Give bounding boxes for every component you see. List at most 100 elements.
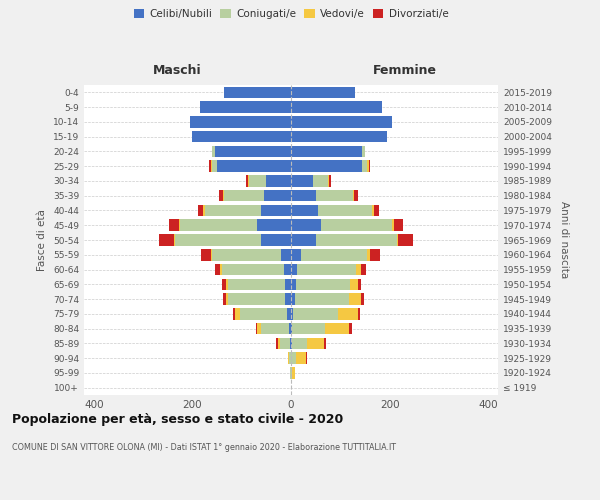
Bar: [220, 264, 222, 276]
Bar: [293, 308, 338, 320]
Bar: [224, 190, 264, 202]
Bar: [297, 264, 356, 276]
Bar: [316, 234, 397, 246]
Bar: [325, 323, 349, 334]
Bar: [397, 234, 398, 246]
Bar: [394, 220, 403, 231]
Bar: [264, 190, 291, 202]
Y-axis label: Fasce di età: Fasce di età: [37, 209, 47, 271]
Bar: [392, 220, 394, 231]
Bar: [215, 264, 220, 276]
Bar: [249, 175, 266, 186]
Bar: [291, 352, 296, 364]
Bar: [257, 220, 291, 231]
Bar: [262, 323, 289, 334]
Bar: [281, 249, 291, 260]
Bar: [291, 338, 292, 349]
Bar: [291, 220, 320, 231]
Text: Popolazione per età, sesso e stato civile - 2020: Popolazione per età, sesso e stato civil…: [12, 412, 343, 426]
Bar: [179, 220, 180, 231]
Text: Maschi: Maschi: [152, 64, 202, 78]
Bar: [180, 220, 257, 231]
Bar: [223, 294, 226, 305]
Bar: [307, 338, 324, 349]
Bar: [285, 278, 291, 290]
Bar: [229, 294, 285, 305]
Bar: [222, 278, 226, 290]
Bar: [278, 338, 280, 349]
Bar: [280, 338, 290, 349]
Bar: [291, 367, 292, 378]
Legend: Celibi/Nubili, Coniugati/e, Vedovi/e, Divorziati/e: Celibi/Nubili, Coniugati/e, Vedovi/e, Di…: [130, 5, 452, 24]
Bar: [291, 323, 292, 334]
Bar: [205, 204, 262, 216]
Bar: [262, 204, 291, 216]
Y-axis label: Anni di nascita: Anni di nascita: [559, 202, 569, 278]
Bar: [291, 190, 316, 202]
Bar: [175, 234, 262, 246]
Bar: [291, 131, 387, 142]
Bar: [262, 234, 291, 246]
Bar: [353, 190, 354, 202]
Bar: [217, 160, 291, 172]
Bar: [240, 308, 287, 320]
Bar: [328, 175, 329, 186]
Bar: [203, 204, 205, 216]
Bar: [212, 160, 217, 172]
Bar: [362, 160, 367, 172]
Bar: [367, 249, 370, 260]
Bar: [370, 249, 380, 260]
Bar: [199, 204, 203, 216]
Bar: [291, 160, 362, 172]
Bar: [324, 338, 326, 349]
Bar: [290, 367, 291, 378]
Bar: [219, 190, 223, 202]
Bar: [291, 294, 295, 305]
Bar: [193, 131, 291, 142]
Bar: [226, 278, 229, 290]
Bar: [229, 278, 285, 290]
Bar: [291, 308, 293, 320]
Bar: [287, 352, 289, 364]
Bar: [248, 175, 249, 186]
Bar: [320, 220, 392, 231]
Bar: [367, 160, 369, 172]
Bar: [266, 175, 291, 186]
Bar: [257, 323, 262, 334]
Bar: [292, 338, 307, 349]
Bar: [301, 249, 367, 260]
Bar: [276, 338, 278, 349]
Bar: [291, 86, 355, 98]
Bar: [350, 278, 358, 290]
Bar: [287, 308, 291, 320]
Bar: [291, 278, 296, 290]
Bar: [233, 308, 235, 320]
Bar: [296, 278, 350, 290]
Bar: [338, 308, 358, 320]
Text: Femmine: Femmine: [373, 64, 437, 78]
Bar: [223, 190, 224, 202]
Bar: [316, 190, 353, 202]
Bar: [356, 264, 361, 276]
Bar: [349, 294, 361, 305]
Bar: [285, 294, 291, 305]
Bar: [212, 249, 281, 260]
Bar: [291, 204, 318, 216]
Bar: [361, 294, 364, 305]
Bar: [358, 308, 360, 320]
Bar: [292, 323, 325, 334]
Bar: [296, 352, 306, 364]
Bar: [289, 323, 291, 334]
Bar: [291, 175, 313, 186]
Bar: [291, 102, 382, 113]
Bar: [398, 234, 413, 246]
Bar: [290, 338, 291, 349]
Bar: [215, 146, 291, 157]
Bar: [212, 146, 215, 157]
Bar: [291, 116, 392, 128]
Bar: [222, 264, 284, 276]
Bar: [369, 160, 370, 172]
Bar: [291, 249, 301, 260]
Bar: [354, 190, 358, 202]
Bar: [374, 204, 379, 216]
